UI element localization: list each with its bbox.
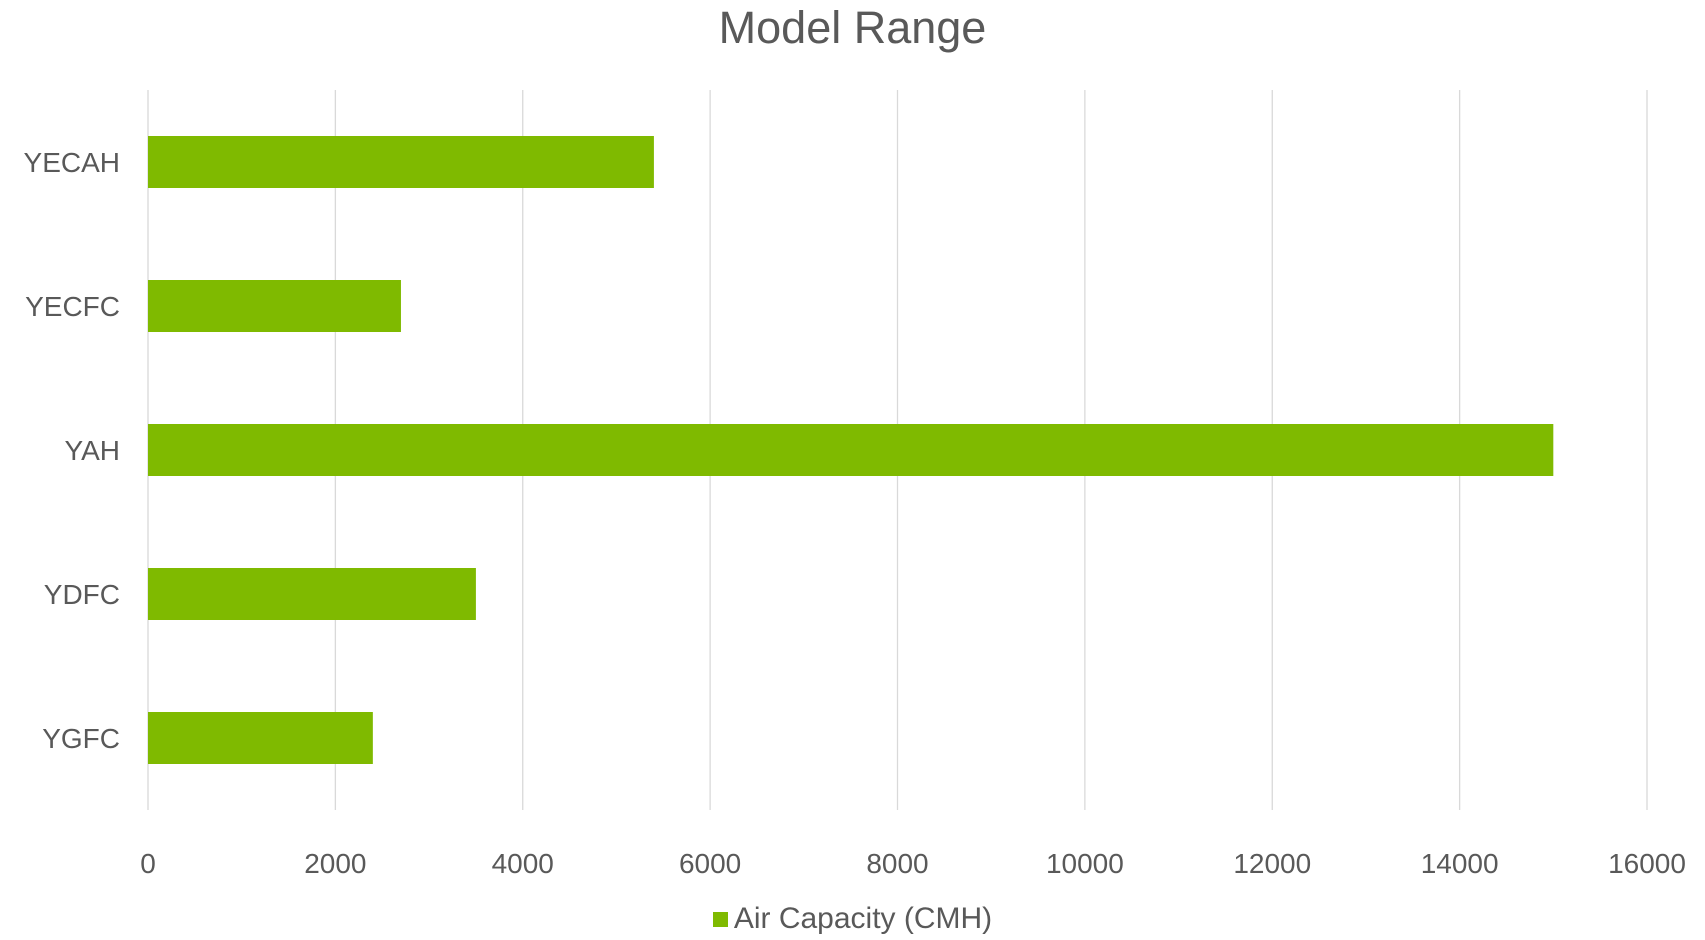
x-tick-label: 8000 xyxy=(866,848,928,879)
x-tick-label: 14000 xyxy=(1421,848,1499,879)
y-tick-label: YECFC xyxy=(25,291,120,322)
legend: Air Capacity (CMH) xyxy=(0,902,1705,936)
bar-ydfc xyxy=(148,568,476,620)
y-tick-label: YDFC xyxy=(44,579,120,610)
x-tick-label: 6000 xyxy=(679,848,741,879)
bar-yecah xyxy=(148,136,654,188)
x-tick-label: 0 xyxy=(140,848,156,879)
x-tick-label: 4000 xyxy=(492,848,554,879)
x-tick-label: 2000 xyxy=(304,848,366,879)
x-tick-label: 10000 xyxy=(1046,848,1124,879)
bar-yecfc xyxy=(148,280,401,332)
chart-plot: 0 2000 4000 6000 8000 10000 12000 14000 16000 YEC… xyxy=(0,0,1705,900)
bar-yah xyxy=(148,424,1553,476)
y-tick-label: YAH xyxy=(65,435,121,466)
y-tick-label: YGFC xyxy=(42,723,120,754)
x-tick-label: 16000 xyxy=(1608,848,1686,879)
legend-swatch xyxy=(713,912,728,927)
x-tick-label: 12000 xyxy=(1233,848,1311,879)
bar-ygfc xyxy=(148,712,373,764)
legend-label: Air Capacity (CMH) xyxy=(734,902,992,936)
y-tick-label: YECAH xyxy=(24,147,120,178)
